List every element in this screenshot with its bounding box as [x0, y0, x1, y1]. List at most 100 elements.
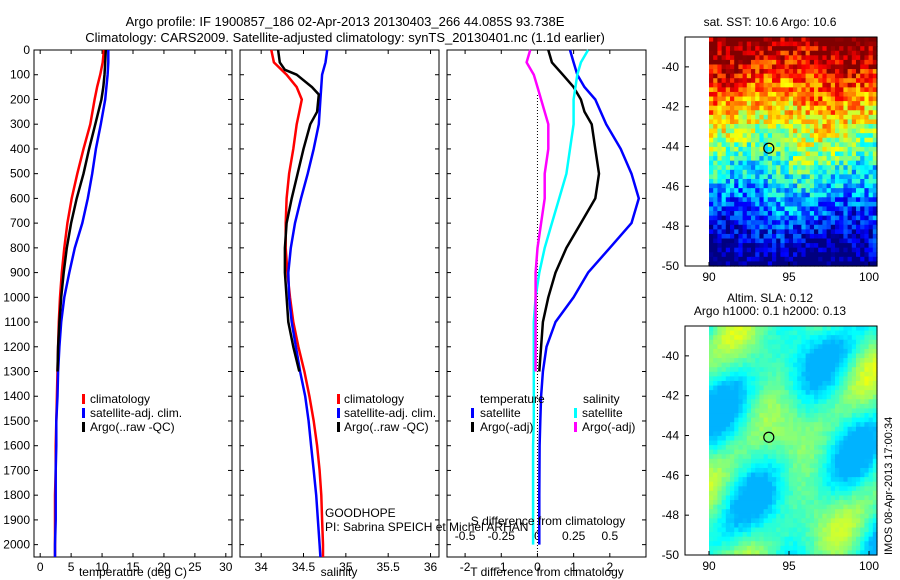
map-cell [843, 509, 849, 515]
map-cell [730, 105, 735, 111]
map-cell [801, 353, 807, 359]
map-cell [772, 156, 777, 162]
map-cell [721, 137, 727, 143]
map-cell [759, 367, 765, 373]
map-cell [742, 247, 748, 253]
map-cell [801, 87, 807, 93]
y-tick-label: 100 [10, 68, 30, 82]
map-cell [742, 339, 748, 345]
map-cell [851, 339, 857, 345]
map-cell [721, 550, 727, 556]
map-cell [814, 330, 819, 336]
map-cell [801, 486, 807, 492]
map-cell [856, 449, 861, 455]
map-cell [763, 454, 769, 460]
map-cell [818, 522, 823, 529]
map-cell [822, 142, 828, 148]
map-cell [738, 78, 744, 84]
map-cell [763, 37, 769, 43]
map-cell [851, 41, 857, 47]
map-cell [738, 353, 744, 359]
map-cell [826, 188, 832, 194]
map-cell [826, 105, 832, 111]
map-cell [751, 513, 756, 519]
map-cell [851, 545, 857, 552]
map-cell [872, 238, 878, 244]
map-cell [767, 37, 773, 43]
map-cell [788, 550, 794, 556]
map-cell [788, 206, 794, 212]
map-cell [835, 422, 840, 428]
map-cell [721, 124, 727, 130]
map-cell [839, 522, 844, 529]
map-cell [717, 215, 723, 221]
map-cell [801, 403, 807, 410]
map-cell [835, 46, 840, 52]
map-cell [830, 362, 836, 368]
map-cell [818, 362, 823, 368]
map-cell [742, 527, 748, 533]
map-cell [759, 518, 765, 524]
map-cell [864, 486, 870, 492]
map-cell [822, 413, 828, 419]
map-cell [847, 527, 853, 533]
map-cell [746, 408, 752, 414]
map-cell [717, 82, 723, 88]
map-cell [759, 495, 765, 501]
map-cell [839, 435, 844, 442]
map-cell [713, 339, 718, 345]
map-cell [763, 403, 769, 410]
map-cell [797, 440, 802, 446]
map-cell [709, 252, 714, 258]
map-cell [847, 128, 853, 134]
map-cell [872, 243, 878, 249]
map-cell [738, 124, 744, 130]
map-cell [721, 261, 727, 267]
map-cell [788, 527, 794, 533]
map-cell [793, 233, 798, 240]
map-cell [860, 358, 865, 364]
map-cell [809, 390, 815, 396]
map-cell [759, 385, 765, 391]
map-cell [822, 339, 828, 345]
map-cell [797, 463, 802, 469]
map-cell [851, 101, 857, 107]
map-cell [835, 238, 840, 244]
map-cell [872, 435, 878, 442]
map-cell [742, 160, 748, 166]
map-cell [822, 376, 828, 382]
map-cell [759, 490, 765, 497]
map-cell [793, 73, 798, 79]
map-cell [839, 367, 844, 373]
map-cell [767, 477, 773, 483]
map-cell [730, 229, 735, 235]
map-cell [856, 110, 861, 116]
map-cell [864, 233, 870, 240]
map-cell [784, 449, 790, 455]
map-cell [797, 522, 802, 529]
map-cell [797, 536, 802, 542]
map-cell [746, 146, 752, 153]
map-cell [738, 417, 744, 423]
map-cell [717, 156, 723, 162]
map-cell [793, 78, 798, 84]
map-cell [872, 169, 878, 175]
map-y-tick-label: -46 [662, 468, 680, 482]
map-cell [746, 367, 752, 373]
map-cell [709, 114, 714, 121]
map-cell [784, 206, 790, 212]
map-cell [772, 403, 777, 410]
map-cell [709, 504, 714, 510]
map-cell [730, 55, 735, 61]
map-cell [763, 550, 769, 556]
map-cell [872, 467, 878, 474]
map-cell [759, 417, 765, 423]
map-cell [843, 500, 849, 506]
map-cell [856, 550, 861, 556]
map-cell [868, 522, 874, 529]
map-cell [872, 486, 878, 492]
map-cell [801, 59, 807, 66]
map-cell [868, 137, 874, 143]
map-cell [776, 339, 781, 345]
map-cell [738, 224, 744, 230]
